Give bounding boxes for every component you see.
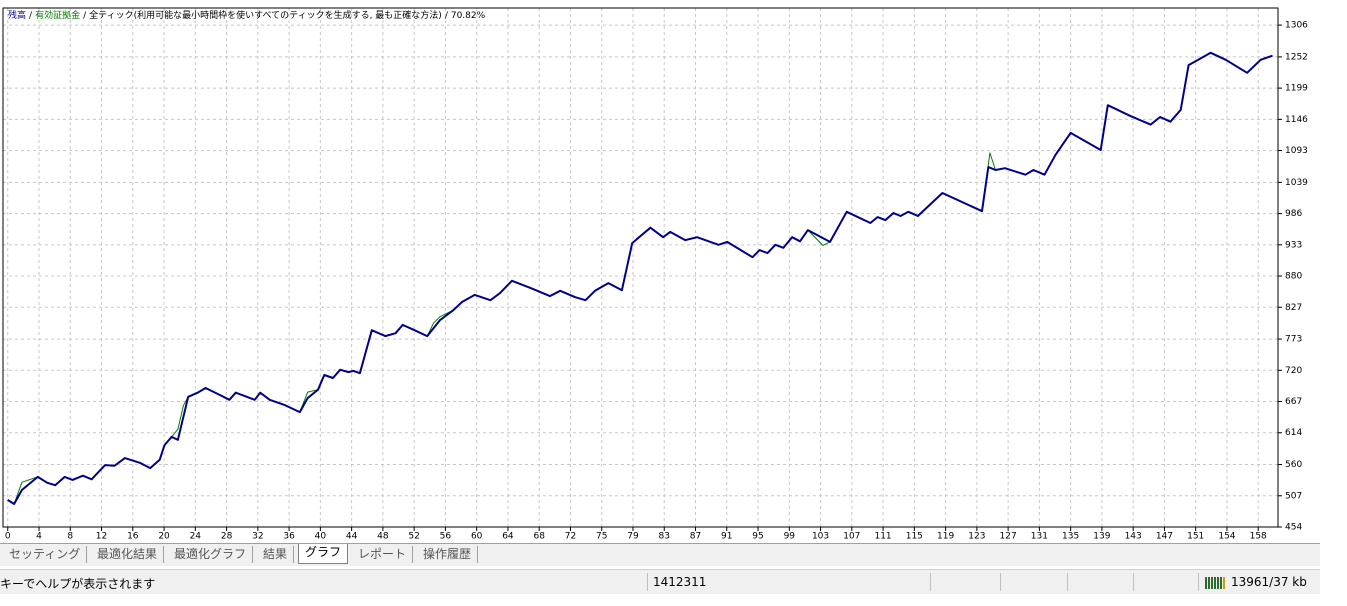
x-tick-label: 44 — [346, 532, 358, 542]
x-tick-label: 139 — [1093, 532, 1110, 542]
legend-equity: 有効証拠金 — [35, 11, 81, 21]
x-tick-label: 143 — [1125, 532, 1142, 542]
separator: / — [83, 11, 87, 21]
x-tick-label: 119 — [937, 532, 954, 542]
y-tick-label: 933 — [1285, 240, 1302, 250]
separator: / — [444, 11, 448, 21]
chart-background — [0, 0, 1320, 543]
x-tick-label: 83 — [659, 532, 670, 542]
window-edge — [1320, 0, 1347, 606]
y-tick-label: 1306 — [1285, 21, 1308, 31]
x-tick-label: 12 — [96, 532, 107, 542]
y-tick-label: 614 — [1285, 428, 1302, 438]
x-tick-label: 72 — [565, 532, 576, 542]
x-tick-label: 32 — [252, 532, 263, 542]
x-tick-label: 87 — [690, 532, 701, 542]
tab[interactable]: 最適化結果 — [91, 546, 165, 563]
chart: 4545075606146677207738278809339861039109… — [0, 0, 1320, 543]
tab[interactable]: 結果 — [257, 546, 295, 563]
subtitle: 全ティック(利用可能な最小時間枠を使いすべてのティックを生成する, 最も正確な方… — [89, 11, 442, 21]
lines — [7, 51, 1273, 505]
x-tick-label: 4 — [36, 532, 42, 542]
x-tick-label: 20 — [158, 532, 170, 542]
status-bar: キーでヘルプが表示されます 1412311 13961/37 kb — [0, 569, 1320, 594]
y-tick-label: 560 — [1285, 460, 1302, 470]
x-tick-label: 36 — [283, 532, 295, 542]
annotation: 70.82% — [450, 11, 486, 21]
x-tick-label: 68 — [533, 532, 545, 542]
y-tick-label: 667 — [1285, 397, 1302, 407]
x-tick-label: 135 — [1062, 532, 1079, 542]
y-tick-label: 880 — [1285, 272, 1302, 282]
x-tick-label: 16 — [127, 532, 139, 542]
memory-icon — [1205, 577, 1225, 589]
plot-frame — [2, 7, 1279, 528]
x-tick-label: 111 — [874, 532, 891, 542]
x-tick-label: 123 — [968, 532, 985, 542]
y-tick-label: 507 — [1285, 491, 1302, 501]
x-tick-label: 151 — [1187, 532, 1204, 542]
x-tick-label: 99 — [784, 532, 796, 542]
x-tick-label: 158 — [1250, 532, 1267, 542]
status-help: キーでヘルプが表示されます — [0, 577, 156, 591]
y-tick-label: 827 — [1285, 303, 1302, 313]
x-tick-label: 95 — [752, 532, 763, 542]
tab[interactable]: レポート — [352, 546, 414, 563]
x-tick-label: 40 — [315, 532, 327, 542]
y-tick-label: 720 — [1285, 366, 1302, 376]
y-tick-label: 454 — [1285, 523, 1302, 533]
x-tick-label: 103 — [812, 532, 829, 542]
x-tick-label: 28 — [221, 532, 233, 542]
x-tick-label: 75 — [596, 532, 607, 542]
x-tick-label: 127 — [1000, 532, 1017, 542]
legend-balance: 残高 — [8, 11, 27, 21]
x-tick-label: 131 — [1031, 532, 1048, 542]
y-tick-label: 773 — [1285, 335, 1302, 345]
x-tick-label: 147 — [1156, 532, 1173, 542]
labels: 4545075606146677207738278809339861039109… — [5, 21, 1308, 542]
y-tick-label: 1039 — [1285, 178, 1308, 188]
y-tick-label: 1252 — [1285, 52, 1308, 62]
x-tick-label: 56 — [440, 532, 452, 542]
x-tick-label: 60 — [471, 532, 483, 542]
y-tick-label: 1093 — [1285, 146, 1308, 156]
chart-header: 残高 / 有効証拠金 / 全ティック(利用可能な最小時間枠を使いすべてのティックを生成す… — [8, 8, 488, 21]
grid — [3, 8, 1278, 528]
tab[interactable]: 操作履歴 — [417, 546, 479, 563]
x-tick-label: 154 — [1218, 532, 1235, 542]
x-tick-label: 24 — [190, 532, 202, 542]
y-tick-label: 1146 — [1285, 115, 1308, 125]
x-tick-label: 79 — [627, 532, 639, 542]
x-tick-label: 8 — [67, 532, 73, 542]
tab[interactable]: 最適化グラフ — [168, 546, 254, 563]
tab[interactable]: セッティング — [3, 546, 88, 563]
x-tick-label: 48 — [377, 532, 389, 542]
y-tick-label: 986 — [1285, 209, 1302, 219]
separator: / — [29, 11, 33, 21]
tab-bar: セッティング 最適化結果 最適化グラフ 結果 グラフ レポート 操作履歴 — [0, 543, 1320, 566]
x-tick-label: 115 — [906, 532, 923, 542]
x-tick-label: 64 — [502, 532, 514, 542]
y-tick-label: 1199 — [1285, 84, 1308, 94]
status-id: 1412311 — [653, 575, 707, 589]
x-tick-label: 107 — [843, 532, 860, 542]
x-tick-label: 0 — [5, 532, 11, 542]
x-tick-label: 91 — [721, 532, 732, 542]
status-memory: 13961/37 kb — [1231, 575, 1307, 589]
tab[interactable]: グラフ — [298, 544, 349, 564]
series-line — [7, 51, 1273, 505]
x-tick-label: 52 — [408, 532, 419, 542]
